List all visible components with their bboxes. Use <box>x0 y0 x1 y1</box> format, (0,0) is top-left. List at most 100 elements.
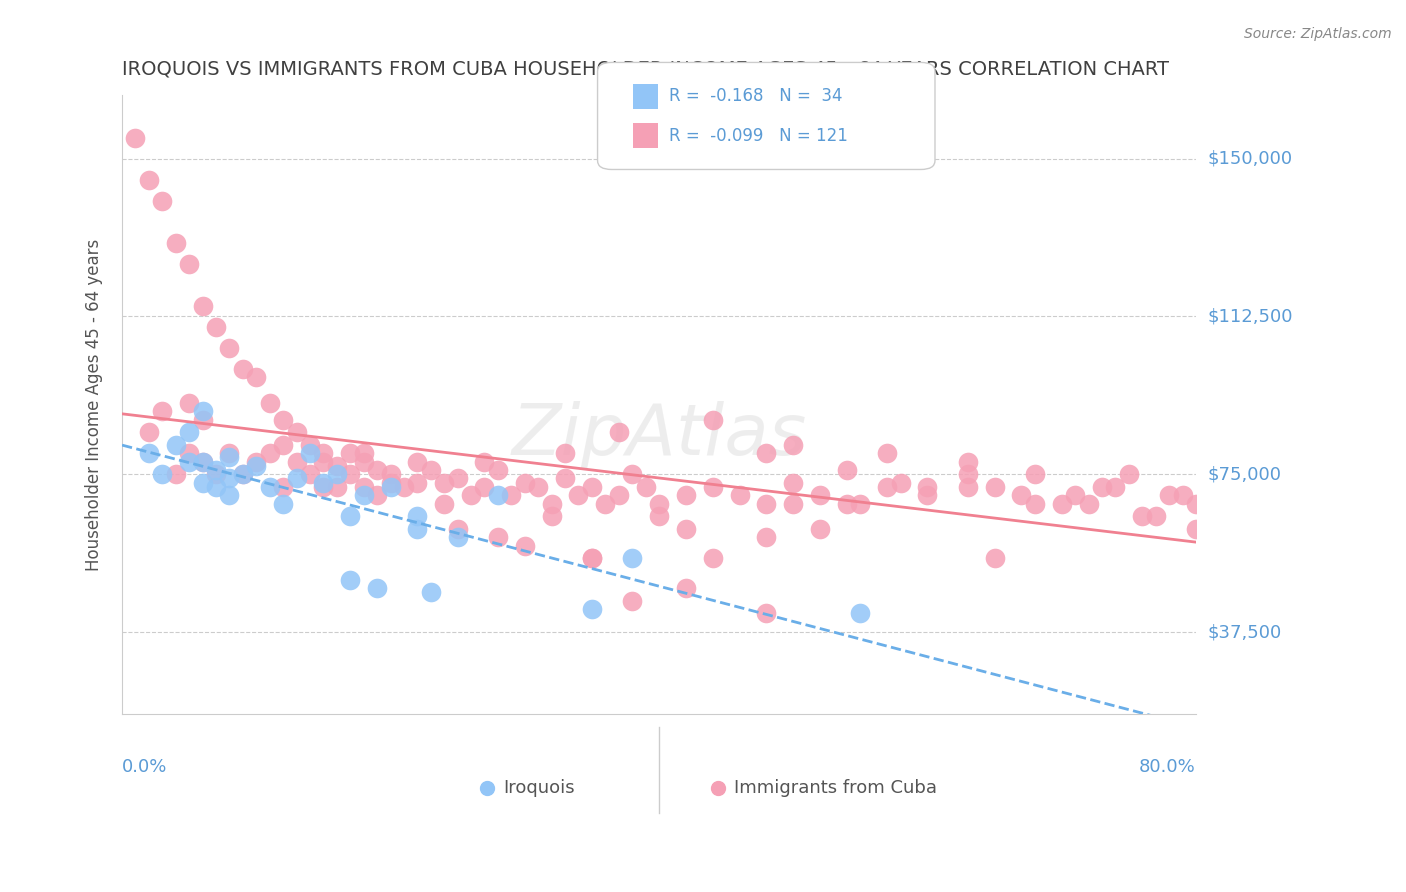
Point <box>165 235 187 250</box>
Point <box>554 471 576 485</box>
Text: 0.0%: 0.0% <box>122 757 167 775</box>
Point <box>527 480 550 494</box>
Point <box>205 480 228 494</box>
Point <box>675 522 697 536</box>
Point <box>621 551 644 566</box>
Point <box>648 509 671 524</box>
Point <box>755 606 778 620</box>
Point <box>728 488 751 502</box>
Point <box>380 467 402 482</box>
Point <box>271 438 294 452</box>
Point <box>446 530 468 544</box>
Point <box>138 425 160 440</box>
Point <box>460 488 482 502</box>
Point <box>366 488 388 502</box>
Point <box>540 509 562 524</box>
Point <box>782 497 804 511</box>
Point <box>1091 480 1114 494</box>
Point <box>621 467 644 482</box>
Point <box>353 488 375 502</box>
Point <box>353 455 375 469</box>
Point <box>179 257 201 271</box>
Text: $37,500: $37,500 <box>1208 624 1281 641</box>
Point <box>380 475 402 490</box>
Point <box>1010 488 1032 502</box>
Point <box>1050 497 1073 511</box>
Text: Source: ZipAtlas.com: Source: ZipAtlas.com <box>1244 27 1392 41</box>
Point <box>1077 497 1099 511</box>
Point <box>675 581 697 595</box>
Point <box>1024 497 1046 511</box>
Point <box>259 480 281 494</box>
Point <box>191 475 214 490</box>
Point <box>218 488 240 502</box>
Point <box>124 130 146 145</box>
Point <box>433 475 456 490</box>
Point <box>956 467 979 482</box>
Point <box>218 450 240 465</box>
Point <box>138 172 160 186</box>
Point <box>326 458 349 473</box>
Point <box>1024 467 1046 482</box>
Point <box>271 497 294 511</box>
Point <box>380 480 402 494</box>
Point <box>165 438 187 452</box>
Point <box>179 395 201 409</box>
Point <box>392 480 415 494</box>
Text: IROQUOIS VS IMMIGRANTS FROM CUBA HOUSEHOLDER INCOME AGES 45 - 64 YEARS CORRELATI: IROQUOIS VS IMMIGRANTS FROM CUBA HOUSEHO… <box>122 60 1168 78</box>
Point <box>1064 488 1087 502</box>
Point <box>446 522 468 536</box>
Point <box>1171 488 1194 502</box>
Point <box>983 551 1005 566</box>
Point <box>150 467 173 482</box>
Point <box>702 551 724 566</box>
Point <box>271 480 294 494</box>
Point <box>1130 509 1153 524</box>
Point <box>353 480 375 494</box>
Point <box>1185 522 1208 536</box>
Point <box>486 463 509 477</box>
Point <box>1104 480 1126 494</box>
Point <box>406 522 429 536</box>
Point <box>675 488 697 502</box>
Point <box>621 593 644 607</box>
Point <box>446 471 468 485</box>
Text: 80.0%: 80.0% <box>1139 757 1197 775</box>
Point <box>218 471 240 485</box>
Point <box>205 463 228 477</box>
Point <box>513 539 536 553</box>
Point <box>312 475 335 490</box>
Point <box>581 551 603 566</box>
Point <box>406 475 429 490</box>
Point <box>1159 488 1181 502</box>
Point <box>245 455 267 469</box>
Point <box>782 475 804 490</box>
Point <box>326 480 349 494</box>
Point <box>312 446 335 460</box>
Point <box>755 446 778 460</box>
Point <box>755 497 778 511</box>
Point <box>540 497 562 511</box>
Point <box>232 467 254 482</box>
Point <box>648 497 671 511</box>
Point <box>755 530 778 544</box>
Text: $112,500: $112,500 <box>1208 308 1292 326</box>
Point <box>285 425 308 440</box>
Point <box>419 463 441 477</box>
Point <box>165 467 187 482</box>
Point <box>634 480 657 494</box>
Text: R =  -0.168   N =  34: R = -0.168 N = 34 <box>669 87 842 105</box>
Text: $75,000: $75,000 <box>1208 466 1281 483</box>
Y-axis label: Householder Income Ages 45 - 64 years: Householder Income Ages 45 - 64 years <box>86 239 103 571</box>
Point <box>433 497 456 511</box>
Text: $150,000: $150,000 <box>1208 150 1292 168</box>
Point <box>339 573 361 587</box>
Point <box>956 480 979 494</box>
Point <box>150 194 173 208</box>
Point <box>191 404 214 418</box>
Point <box>298 446 321 460</box>
Text: Iroquois: Iroquois <box>503 780 575 797</box>
Point <box>702 480 724 494</box>
Point <box>554 446 576 460</box>
Point <box>138 446 160 460</box>
